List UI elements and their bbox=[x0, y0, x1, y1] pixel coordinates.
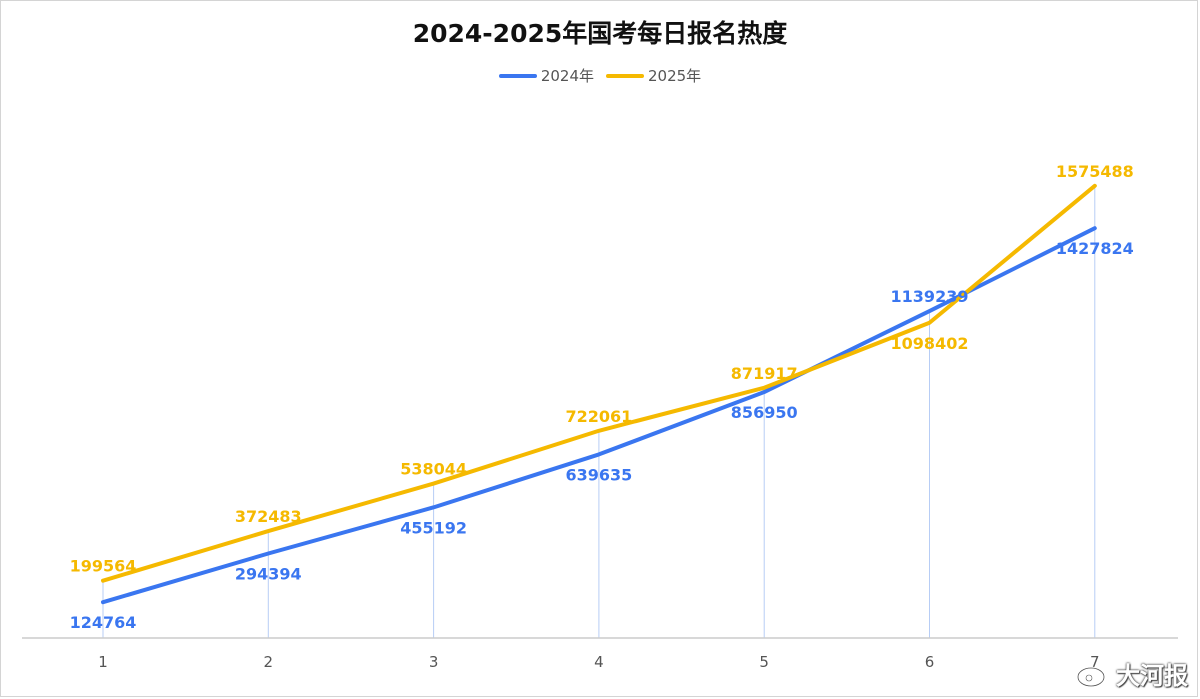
x-tick-label-2: 2 bbox=[264, 653, 274, 671]
legend-item-2024[interactable]: 2024年 bbox=[498, 65, 594, 86]
watermark: 大河报 bbox=[1076, 656, 1188, 691]
data-label-2025年-1: 199564 bbox=[70, 557, 137, 576]
data-label-2025年-5: 871917 bbox=[731, 364, 798, 383]
x-tick-label-1: 1 bbox=[98, 653, 108, 671]
data-label-2025年-7: 1575488 bbox=[1056, 162, 1134, 181]
watermark-text: 大河报 bbox=[1116, 662, 1188, 690]
data-label-2025年-3: 538044 bbox=[400, 460, 467, 479]
legend-item-2025[interactable]: 2025年 bbox=[606, 65, 701, 86]
legend-swatch-2024 bbox=[498, 73, 537, 78]
data-label-2024年-3: 455192 bbox=[400, 518, 467, 537]
x-tick-label-6: 6 bbox=[925, 653, 935, 671]
data-label-2024年-5: 856950 bbox=[731, 403, 798, 422]
weibo-icon bbox=[1076, 662, 1109, 687]
legend-label-2025: 2025年 bbox=[648, 67, 702, 85]
data-label-2025年-2: 372483 bbox=[235, 507, 302, 526]
chart-legend: 2024年 2025年 bbox=[0, 65, 1200, 86]
x-tick-label-7: 7 bbox=[1090, 653, 1100, 671]
data-label-2024年-1: 124764 bbox=[70, 613, 137, 632]
data-label-2024年-4: 639635 bbox=[566, 465, 633, 484]
data-label-2024年-7: 1427824 bbox=[1056, 239, 1134, 258]
x-tick-label-3: 3 bbox=[429, 653, 439, 671]
chart-title: 2024-2025年国考每日报名热度 bbox=[412, 19, 788, 48]
legend-swatch-2025 bbox=[606, 73, 644, 78]
legend-label-2024: 2024年 bbox=[540, 67, 594, 85]
x-tick-label-4: 4 bbox=[594, 653, 604, 671]
series-line-2024年 bbox=[101, 226, 1097, 605]
data-label-2024年-6: 1139239 bbox=[891, 287, 969, 306]
x-tick-label-5: 5 bbox=[759, 653, 769, 671]
data-label-2024年-2: 294394 bbox=[235, 565, 302, 584]
series-line-2025年 bbox=[101, 183, 1097, 583]
data-label-2025年-4: 722061 bbox=[566, 407, 633, 426]
data-label-2025年-6: 1098402 bbox=[891, 334, 969, 353]
